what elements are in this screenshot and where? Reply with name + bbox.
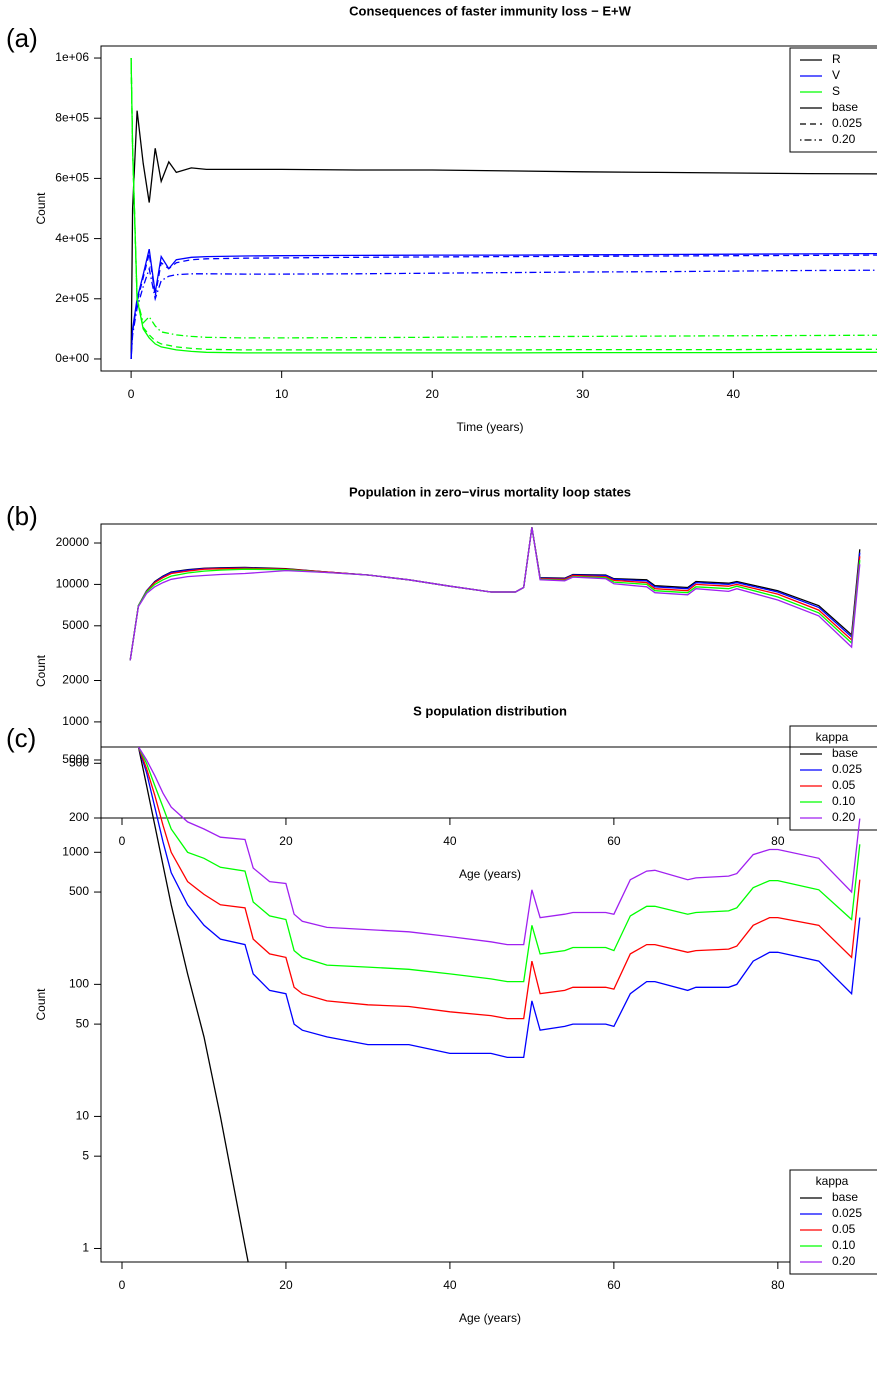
plot-frame [100, 45, 877, 372]
y-tick-label: 100 [69, 977, 89, 991]
x-tick-label: 20 [426, 387, 440, 401]
series-line [137, 747, 861, 946]
y-tick-label: 2e+05 [55, 291, 89, 305]
y-axis-label: Count [34, 988, 48, 1021]
series-line [137, 747, 861, 983]
series-line [129, 527, 861, 661]
x-tick-label: 40 [443, 1278, 457, 1292]
chart-title: Consequences of faster immunity loss − E… [349, 3, 631, 18]
series-line [129, 527, 861, 661]
plot-frame [100, 746, 877, 1263]
legend-label: 0.10 [832, 1238, 856, 1252]
y-tick-label: 50 [76, 1016, 90, 1030]
legend-box [789, 725, 877, 831]
plot-lines [130, 57, 877, 360]
series-line [130, 266, 877, 360]
panel-label: (a) [6, 23, 38, 53]
x-axis-label: Age (years) [459, 867, 521, 881]
chart-title: S population distribution [413, 703, 567, 718]
x-tick-label: 20 [279, 834, 293, 848]
legend-label: 0.025 [832, 762, 862, 776]
y-tick-label: 4e+05 [55, 231, 89, 245]
panel-label: (c) [6, 723, 36, 753]
series-line [130, 248, 877, 360]
legend-label: 0.20 [832, 132, 856, 146]
y-tick-label: 8e+05 [55, 110, 89, 124]
plot-lines [137, 747, 861, 1262]
legend-label: S [832, 84, 840, 98]
y-tick-label: 10000 [56, 577, 90, 591]
legend-title: kappa [816, 1174, 849, 1188]
series-line [130, 57, 877, 339]
legend-label: base [832, 746, 858, 760]
y-tick-label: 2000 [62, 673, 89, 687]
series-line [130, 110, 877, 360]
y-tick-label: 5000 [62, 752, 89, 766]
legend-label: base [832, 1190, 858, 1204]
plot-lines [129, 527, 861, 661]
y-tick-label: 6e+05 [55, 171, 89, 185]
x-tick-label: 20 [279, 1278, 293, 1292]
legend-label: 0.20 [832, 1254, 856, 1268]
y-tick-label: 1000 [62, 844, 89, 858]
x-axis-label: Time (years) [457, 420, 524, 434]
series-line [130, 57, 877, 354]
series-line [137, 747, 861, 1059]
x-tick-label: 60 [607, 834, 621, 848]
legend-label: 0.10 [832, 794, 856, 808]
series-line [130, 57, 877, 351]
x-tick-label: 80 [771, 834, 785, 848]
x-tick-label: 30 [576, 387, 590, 401]
x-tick-label: 80 [771, 1278, 785, 1292]
legend-label: R [832, 52, 841, 66]
y-axis-label: Count [34, 192, 48, 225]
legend-label: V [832, 68, 840, 82]
plot-frame [100, 523, 877, 819]
series-line [129, 527, 861, 661]
legend-box [789, 1169, 877, 1275]
y-tick-label: 5000 [62, 618, 89, 632]
legend-label: 0.025 [832, 1206, 862, 1220]
x-tick-label: 60 [607, 1278, 621, 1292]
y-tick-label: 5 [82, 1148, 89, 1162]
panel-label: (b) [6, 501, 38, 531]
series-line [137, 747, 861, 1020]
legend-label: base [832, 100, 858, 114]
y-tick-label: 500 [69, 755, 89, 769]
y-tick-label: 1e+06 [55, 50, 89, 64]
y-axis-label: Count [34, 654, 48, 687]
y-tick-label: 0e+00 [55, 351, 89, 365]
y-tick-label: 500 [69, 884, 89, 898]
x-tick-label: 40 [443, 834, 457, 848]
y-tick-label: 1 [82, 1241, 89, 1255]
y-tick-label: 20000 [56, 535, 90, 549]
legend-label: 0.025 [832, 116, 862, 130]
legend-title: kappa [816, 730, 849, 744]
series-line [129, 527, 861, 661]
series-line [129, 527, 861, 661]
x-tick-label: 0 [119, 834, 126, 848]
series-line [137, 747, 249, 1262]
x-tick-label: 0 [128, 387, 135, 401]
x-tick-label: 0 [119, 1278, 126, 1292]
x-axis-label: Age (years) [459, 1311, 521, 1325]
legend-box [789, 47, 877, 153]
x-tick-label: 40 [727, 387, 741, 401]
y-tick-label: 10 [76, 1109, 90, 1123]
chart-title: Population in zero−virus mortality loop … [349, 484, 631, 499]
series-line [130, 253, 877, 360]
y-tick-label: 1000 [62, 714, 89, 728]
y-tick-label: 200 [69, 810, 89, 824]
legend-label: 0.05 [832, 1222, 856, 1236]
x-tick-label: 10 [275, 387, 289, 401]
legend-label: 0.20 [832, 810, 856, 824]
legend-label: 0.05 [832, 778, 856, 792]
